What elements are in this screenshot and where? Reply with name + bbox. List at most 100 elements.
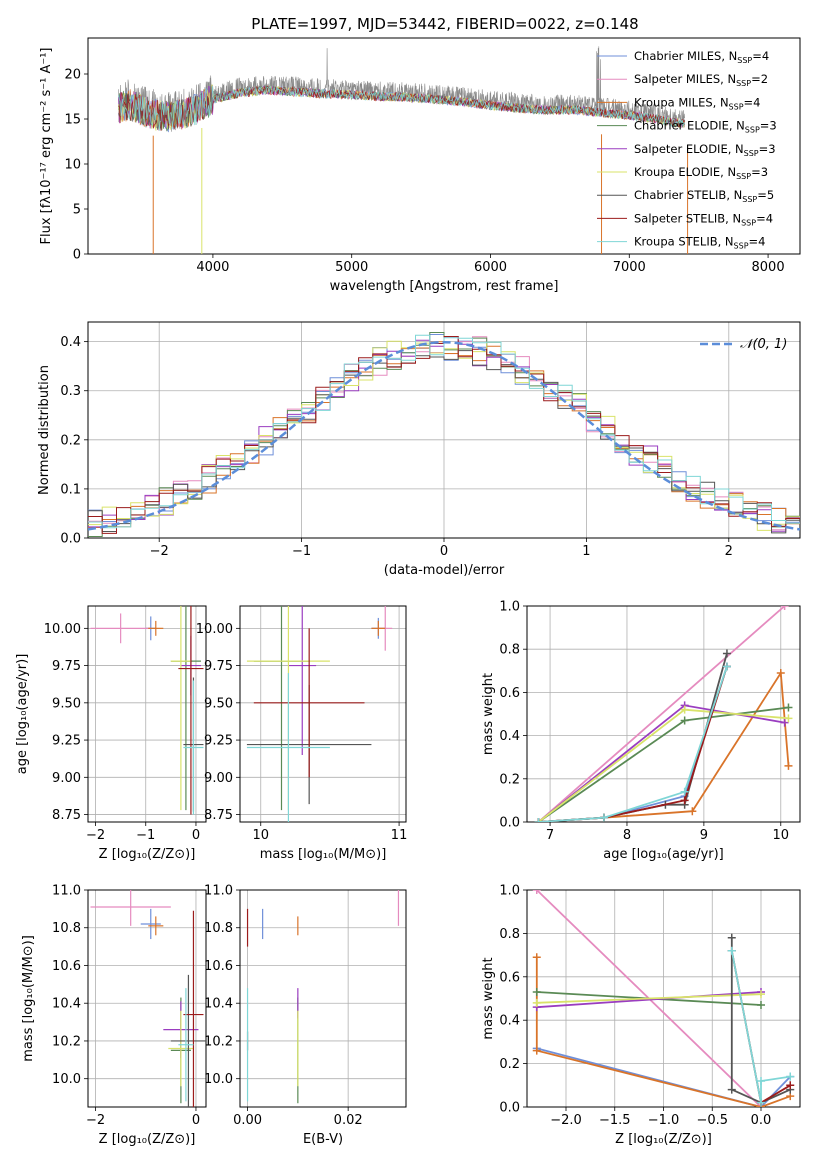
- plot-area: [90, 890, 206, 1107]
- axes-frame: [87, 37, 801, 255]
- y-tick-label: 0.2: [499, 1057, 520, 1072]
- x-tick-label: 9: [700, 828, 708, 843]
- y-tick-label: 0.4: [499, 1014, 520, 1029]
- y-tick-label: 0.3: [60, 384, 81, 399]
- weight-point-marker: [780, 606, 789, 610]
- y-tick-label: 15: [64, 113, 81, 128]
- x-tick-label: 0.00: [233, 1113, 262, 1128]
- x-tick-label: 4000: [196, 260, 229, 275]
- y-tick-label: 0.4: [60, 335, 81, 350]
- legend-entry: Chabrier MILES, NSSP=4: [634, 49, 769, 65]
- model-line-kroupa-stelib: [118, 85, 686, 131]
- plot-area: [246, 606, 393, 822]
- weight-point-marker: [757, 1001, 765, 1010]
- weight-point-marker: [688, 807, 697, 816]
- plot-area: [90, 606, 204, 815]
- axes-frame: [87, 321, 801, 539]
- y-axis-label: mass [log₁₀(M/M⊙)]: [21, 935, 36, 1062]
- x-tick-label: −2: [86, 828, 105, 843]
- legend-subscript: SSP: [737, 56, 752, 65]
- x-tick-label: 0: [192, 828, 200, 843]
- y-tick-label: 10.6: [204, 959, 233, 974]
- legend-entry: Kroupa STELIB, NSSP=4: [634, 235, 765, 251]
- y-tick-label: 11.0: [52, 884, 81, 899]
- legend-subscript: SSP: [736, 172, 751, 181]
- legend-count: =2: [751, 72, 768, 86]
- y-axis-label: Normed distribution: [37, 365, 52, 495]
- x-tick-label: −1: [136, 828, 155, 843]
- x-axis-label: Z [log₁₀(Z/Z⊙)]: [99, 1132, 196, 1147]
- plot-area: [246, 890, 400, 1104]
- x-tick-label: 0: [440, 544, 448, 559]
- weight-point-marker: [532, 998, 541, 1007]
- x-tick-label: −1.5: [599, 1113, 631, 1128]
- weight-vs-age-panel: 7 8 9 10 0.0 0.2 0.4 0.6 0.8 1.0 age [log₁₀(age/yr…: [481, 600, 801, 862]
- y-tick-label: 9.75: [52, 659, 81, 674]
- mass-vs-Z-panel: −2 0 10.0 10.2 10.4 10.6 10.8 11.0 Z [log₁₀(Z/Z⊙…: [21, 884, 207, 1147]
- plot-area: [88, 332, 800, 537]
- y-axis-label: Flux [fλ10⁻¹⁷ erg cm⁻² s⁻¹ A⁻¹]: [39, 48, 54, 245]
- legend-subscript: SSP: [736, 79, 751, 88]
- legend-entry: Chabrier STELIB, NSSP=5: [634, 188, 774, 204]
- y-tick-label: 8.75: [52, 808, 81, 823]
- weight-point-marker: [786, 1081, 795, 1090]
- histogram-step-line: [88, 350, 800, 534]
- weight-point-marker: [757, 990, 765, 999]
- y-tick-label: 8.75: [204, 808, 233, 823]
- y-tick-label: 0.6: [499, 970, 520, 985]
- weight-point-marker: [532, 987, 541, 996]
- legend-subscript: SSP: [745, 126, 760, 135]
- y-tick-label: 5: [73, 203, 81, 218]
- x-tick-label: 8000: [752, 260, 785, 275]
- legend-count: =3: [760, 119, 777, 133]
- x-tick-label: 0: [192, 1113, 200, 1128]
- weight-point-marker: [757, 1098, 765, 1107]
- x-axis-label: E(B-V): [303, 1132, 343, 1147]
- legend-entry: 𝒩(0, 1): [740, 337, 787, 352]
- spectrum-panel: 4000 5000 6000 7000 8000 0 5 10 15 20 wavelength […: [39, 37, 801, 294]
- y-tick-label: 0.0: [499, 816, 520, 831]
- weight-point-marker: [727, 1085, 736, 1094]
- x-tick-label: 0.0: [751, 1113, 772, 1128]
- weight-point-marker: [680, 787, 689, 796]
- y-tick-label: 10.8: [204, 921, 233, 936]
- y-tick-label: 9.00: [52, 771, 81, 786]
- weight-point-marker: [727, 946, 736, 955]
- mass-vs-ebv-panel: 0.00 0.02 10.0 10.2 10.4 10.6 10.8 11.0 E(B-V): [204, 884, 407, 1147]
- axes-frame: [239, 889, 407, 1108]
- weight-point-marker: [784, 714, 793, 723]
- y-tick-label: 0.4: [499, 729, 520, 744]
- legend-count: =4: [749, 235, 766, 249]
- x-tick-label: −2: [86, 1113, 105, 1128]
- spectrum-legend: Chabrier MILES, NSSP=4 Salpeter MILES, NS…: [597, 49, 777, 251]
- y-tick-label: 10.00: [44, 622, 81, 637]
- x-tick-label: 5000: [335, 260, 368, 275]
- weight-point-marker: [680, 796, 689, 805]
- x-tick-label: 11: [391, 828, 408, 843]
- weight-point-marker: [534, 818, 543, 822]
- weight-point-marker: [786, 1072, 795, 1081]
- x-tick-label: 2: [725, 544, 733, 559]
- weight-point-marker: [722, 662, 731, 671]
- y-axis-label: age [log₁₀(age/yr)]: [15, 654, 30, 775]
- x-tick-label: 6000: [474, 260, 507, 275]
- y-tick-label: 11.0: [204, 884, 233, 899]
- weight-point-marker: [784, 703, 793, 712]
- x-axis-label: age [log₁₀(age/yr)]: [603, 847, 724, 862]
- y-tick-label: 0: [73, 248, 81, 263]
- legend-count: =5: [757, 188, 774, 202]
- x-axis-label: mass [log₁₀(M/M⊙)]: [260, 847, 387, 862]
- age-vs-Z-panel: −2 −1 0 8.75 9.00 9.25 9.50 9.75 10.00 Z [log₁₀(Z…: [15, 605, 207, 862]
- weight-point-marker: [532, 953, 541, 962]
- legend-entry: Kroupa MILES, NSSP=4: [634, 95, 760, 111]
- weight-line: [730, 950, 791, 1103]
- x-tick-label: 8: [623, 828, 631, 843]
- y-tick-label: 0.0: [60, 532, 81, 547]
- y-tick-label: 10.6: [52, 959, 81, 974]
- weight-line: [538, 670, 790, 822]
- weight-point-marker: [532, 890, 541, 894]
- legend-subscript: SSP: [729, 102, 744, 111]
- y-tick-label: 0.8: [499, 927, 520, 942]
- weight-point-marker: [784, 761, 793, 770]
